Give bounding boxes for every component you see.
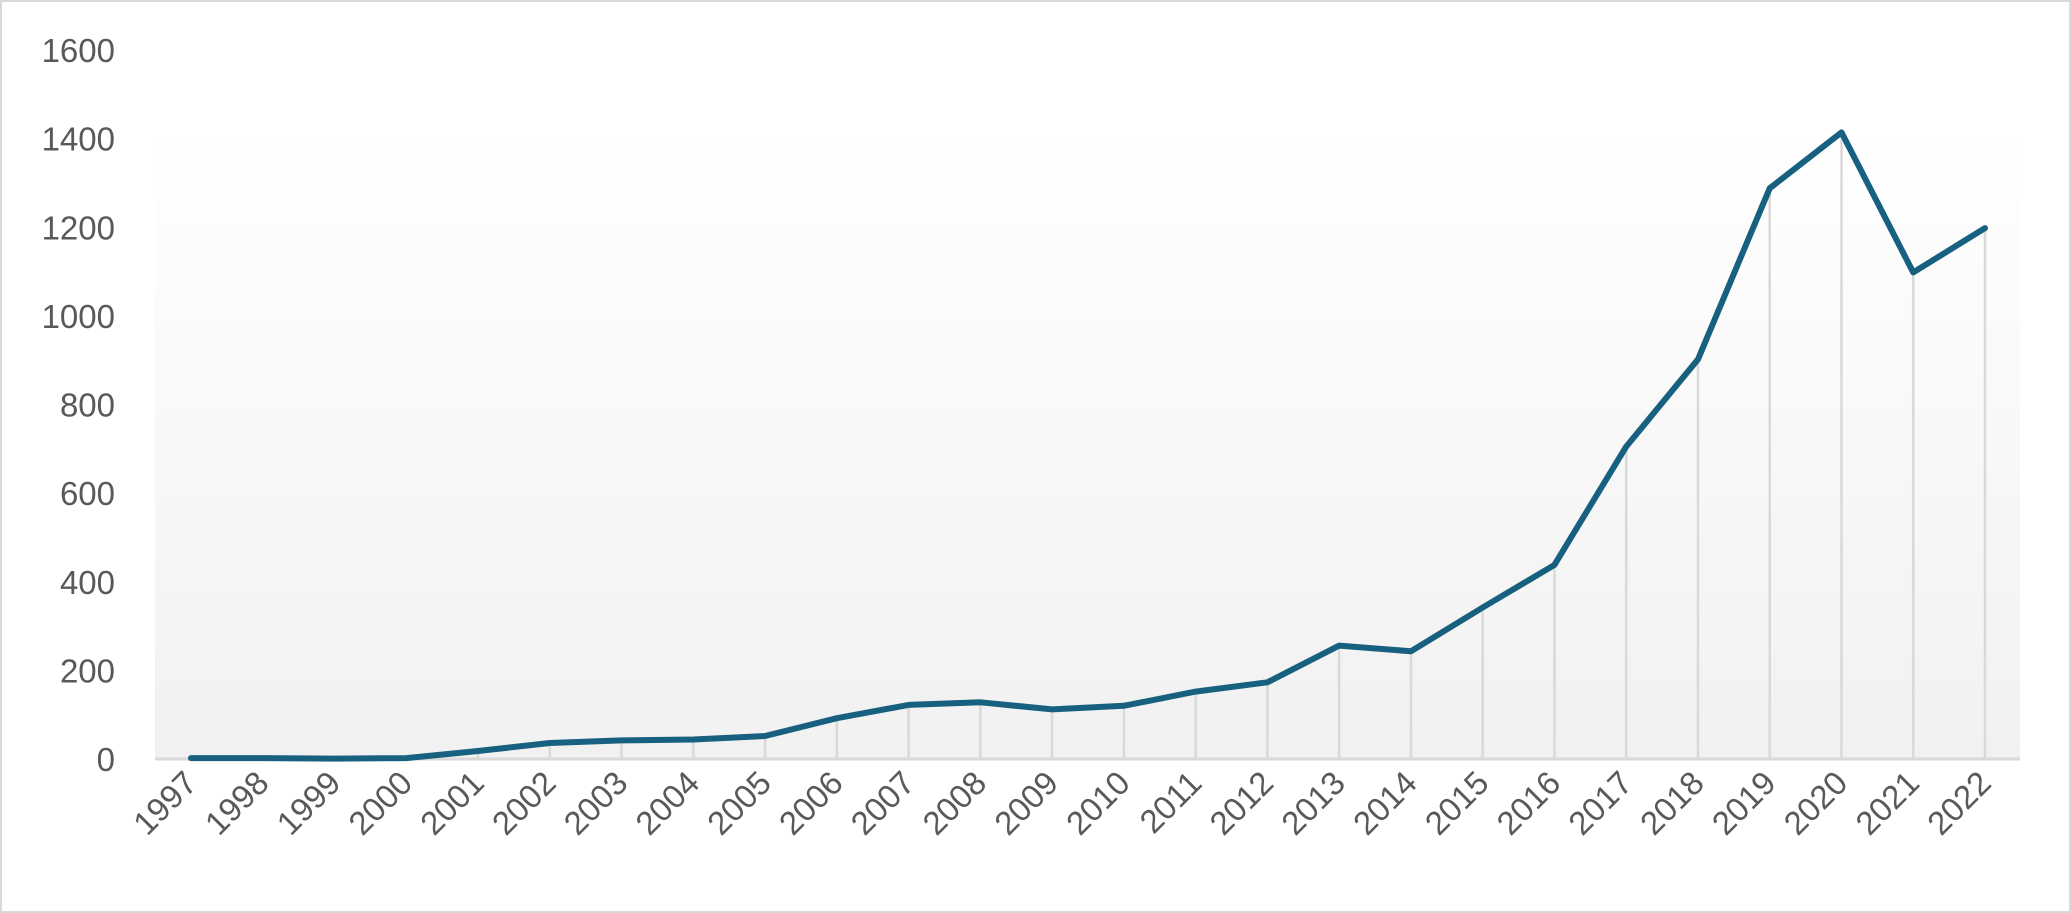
x-tick-label: 2014 [1346,764,1424,842]
x-tick-label: 2020 [1776,764,1854,842]
x-tick-label: 2017 [1561,764,1639,842]
y-tick-label: 0 [97,741,115,778]
x-tick-label: 2008 [915,764,993,842]
y-tick-label: 1000 [42,298,115,335]
x-tick-label: 2019 [1705,764,1783,842]
drop-lines [189,132,1987,759]
x-tick-label: 2022 [1920,764,1998,842]
x-tick-label: 1997 [126,764,204,842]
series-line [188,129,1988,762]
x-tick-label: 2004 [628,764,706,842]
x-axis-ticks: 1997199819992000200120022003200420052006… [126,764,1998,842]
x-tick-label: 1999 [269,764,347,842]
x-tick-label: 2016 [1489,764,1567,842]
plot-area [155,128,2020,759]
x-tick-label: 2015 [1418,764,1496,842]
x-tick-label: 2003 [556,764,634,842]
x-tick-label: 2007 [843,764,921,842]
y-tick-label: 800 [60,387,115,424]
x-tick-label: 2010 [1059,764,1137,842]
y-tick-label: 200 [60,652,115,689]
y-tick-label: 1400 [42,121,115,158]
x-tick-label: 2002 [485,764,563,842]
x-tick-label: 2001 [413,764,491,842]
x-tick-label: 2000 [341,764,419,842]
x-tick-label: 2013 [1274,764,1352,842]
y-tick-label: 600 [60,475,115,512]
y-axis-ticks: 0 200 400 600 800 1000 1200 1400 1600 [42,32,115,778]
x-tick-label: 2012 [1202,764,1280,842]
x-tick-label: 2009 [987,764,1065,842]
x-tick-label: 2021 [1848,764,1926,842]
x-tick-label: 2011 [1132,764,1208,840]
y-tick-label: 400 [60,564,115,601]
y-tick-label: 1600 [42,32,115,69]
x-tick-label: 2006 [772,764,850,842]
x-tick-label: 2005 [700,764,778,842]
x-tick-label: 1998 [198,764,276,842]
x-tick-label: 2018 [1633,764,1711,842]
y-tick-label: 1200 [42,209,115,246]
